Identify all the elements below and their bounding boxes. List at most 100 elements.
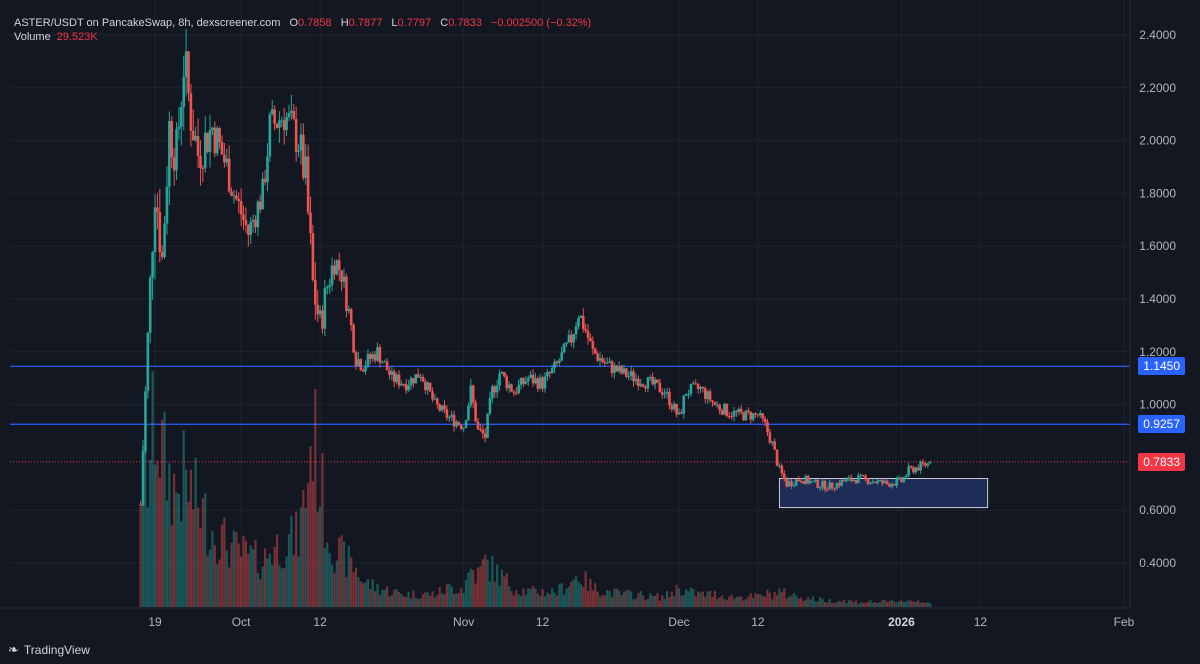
volume-bar <box>228 567 231 607</box>
volume-bar <box>151 371 154 607</box>
volume-bar <box>591 590 594 607</box>
candle-body <box>727 415 731 417</box>
volume-bar <box>426 592 429 607</box>
close-value: 0.7833 <box>448 17 482 29</box>
volume-bar <box>692 588 695 607</box>
candle-body <box>766 422 769 433</box>
candle-body <box>725 404 729 416</box>
volume-bar <box>433 597 437 607</box>
candle-body <box>247 224 250 235</box>
volume-bar <box>397 591 401 607</box>
candle-body <box>881 479 884 484</box>
volume-bar <box>340 535 343 607</box>
candle-body <box>304 156 308 178</box>
candle-body <box>426 382 430 391</box>
volume-bar <box>814 601 817 607</box>
candle-body <box>522 377 525 384</box>
candle-body <box>464 420 468 428</box>
candle-body <box>895 478 899 486</box>
volume-bar <box>637 593 640 607</box>
volume-bar <box>553 592 556 607</box>
volume-bar <box>780 592 783 607</box>
candle-body <box>916 467 920 471</box>
candle-body <box>785 478 788 487</box>
volume-bar <box>464 579 468 607</box>
x-tick-label: Nov <box>453 615 474 629</box>
tradingview-logo[interactable]: ❧ TradingView <box>8 642 90 658</box>
candle-body <box>416 374 420 378</box>
candle-body <box>536 378 540 389</box>
candle-body <box>251 219 255 222</box>
candle-body <box>285 117 288 131</box>
candle-body <box>491 386 494 399</box>
volume-bar <box>350 557 353 607</box>
candle-body <box>720 410 724 415</box>
candle-body <box>739 408 743 413</box>
volume-bar <box>170 525 173 607</box>
volume-bar <box>354 567 358 607</box>
volume-bar <box>632 599 635 607</box>
candle-body <box>591 341 595 349</box>
volume-bar <box>333 573 336 607</box>
volume-bar <box>519 595 523 607</box>
volume-bar <box>866 601 870 607</box>
candle-body <box>273 109 276 124</box>
volume-bar <box>503 576 506 607</box>
volume-bar <box>835 601 838 607</box>
volume-bar <box>491 555 494 607</box>
volume-bar <box>840 601 843 607</box>
candle-body <box>213 127 217 154</box>
candle-body <box>249 221 253 235</box>
volume-bar <box>876 602 879 607</box>
volume-bar <box>527 588 530 607</box>
candle-body <box>361 369 365 372</box>
candle-body <box>163 223 166 257</box>
candle-body <box>589 338 592 342</box>
tradingview-name: TradingView <box>23 643 90 657</box>
candle-body <box>218 128 221 142</box>
candle-body <box>187 51 190 94</box>
volume-bar <box>541 589 544 607</box>
candle-body <box>311 233 315 280</box>
volume-bar <box>402 596 405 607</box>
candle-body <box>471 385 475 403</box>
volume-bar <box>718 597 721 607</box>
y-tick-label: 0.4000 <box>1139 556 1176 570</box>
volume-bar <box>359 581 362 607</box>
volume-bar <box>536 593 539 607</box>
candle-body <box>706 391 709 399</box>
candle-body <box>687 394 690 396</box>
volume-bar <box>218 559 221 607</box>
volume-bar <box>374 591 377 607</box>
volume-bar <box>330 564 334 607</box>
volume-bar <box>352 572 355 607</box>
volume-bar <box>254 539 257 607</box>
candle-body <box>404 384 408 391</box>
candle-body <box>809 481 812 484</box>
candle-body <box>902 476 906 482</box>
candle-body <box>191 130 195 141</box>
volume-bar <box>773 591 776 607</box>
candle-body <box>735 410 738 413</box>
candle-body <box>208 130 212 152</box>
volume-bar <box>771 599 774 607</box>
line-price-badge-lower: 0.9257 <box>1138 415 1185 434</box>
candle-body <box>924 463 927 466</box>
volume-bar <box>675 584 678 607</box>
x-tick-label: Feb <box>1114 615 1135 629</box>
volume-bar <box>211 531 214 607</box>
candle-body <box>459 424 463 429</box>
candle-body <box>316 304 319 315</box>
candle-body <box>644 386 647 389</box>
volume-bar <box>639 591 642 607</box>
volume-bar <box>819 597 822 607</box>
candle-body <box>615 365 619 372</box>
candles <box>139 29 932 506</box>
candle-body <box>883 480 887 484</box>
volume-bar <box>182 430 185 607</box>
candle-body <box>390 371 394 375</box>
x-tick-label: Oct <box>232 615 251 629</box>
volume-bar <box>826 602 829 607</box>
candle-body <box>617 366 621 372</box>
